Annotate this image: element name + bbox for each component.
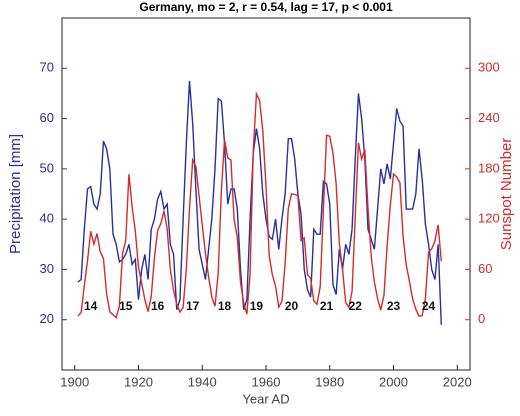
y-tick-label: 40 [40, 211, 54, 226]
chart-title: Germany, mo = 2, r = 0.54, lag = 17, p <… [139, 0, 393, 14]
y2-axis-label: Sunspot Number [498, 138, 515, 251]
x-tick-label: 2000 [379, 374, 408, 389]
x-tick-label: 1960 [252, 374, 281, 389]
cycle-label: 21 [320, 299, 334, 313]
y2-tick-label: 60 [478, 261, 492, 276]
y-tick-label: 30 [40, 261, 54, 276]
cycle-label: 23 [387, 299, 401, 313]
x-tick-label: 2020 [443, 374, 472, 389]
y2-tick-label: 300 [478, 60, 500, 75]
y-tick-label: 20 [40, 311, 54, 326]
y-tick-label: 70 [40, 60, 54, 75]
cycle-label: 18 [218, 299, 232, 313]
y2-tick-label: 120 [478, 211, 500, 226]
cycle-label: 14 [84, 299, 98, 313]
cycle-label: 15 [119, 299, 133, 313]
y-axis-label: Precipitation [mm] [7, 134, 24, 254]
cycle-label: 19 [250, 299, 264, 313]
x-tick-label: 1920 [124, 374, 153, 389]
y-tick-label: 60 [40, 110, 54, 125]
y-tick-label: 50 [40, 160, 54, 175]
series-line [77, 80, 443, 325]
cycle-label: 16 [151, 299, 165, 313]
y2-tick-label: 240 [478, 110, 500, 125]
series-line [77, 91, 443, 320]
x-axis-label: Year AD [242, 391, 289, 406]
y2-tick-label: 0 [478, 311, 485, 326]
cycle-label: 24 [422, 299, 436, 313]
x-tick-label: 1900 [60, 374, 89, 389]
x-tick-label: 1980 [315, 374, 344, 389]
cycle-label: 20 [285, 299, 299, 313]
cycle-label: 22 [349, 299, 363, 313]
cycle-label: 17 [186, 299, 200, 313]
y2-tick-label: 180 [478, 160, 500, 175]
x-tick-label: 1940 [188, 374, 217, 389]
